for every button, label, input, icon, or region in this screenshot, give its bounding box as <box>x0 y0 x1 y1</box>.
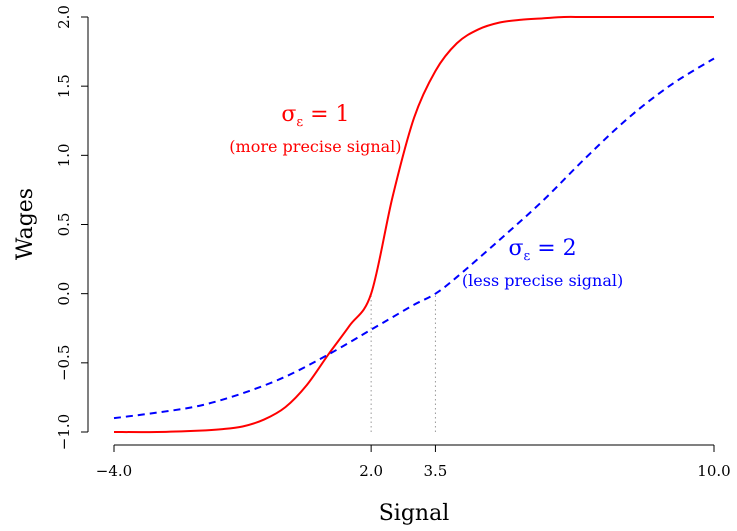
series-line-2 <box>113 57 715 420</box>
x-tick-label: −4.0 <box>96 462 132 480</box>
y-tick-label: 0.5 <box>55 213 73 237</box>
y-tick-label: −1.0 <box>55 414 73 450</box>
annotation-sublabel-1: (more precise signal) <box>229 137 401 156</box>
series-layer <box>113 15 715 434</box>
annotation-sublabel-2: (less precise signal) <box>462 271 623 290</box>
annotations: σε = 1 (more precise signal) σε = 2 (less p… <box>229 102 623 290</box>
series-line-1 <box>113 15 714 434</box>
y-tick-label: 1.5 <box>55 74 73 98</box>
annotation-label-1: σε = 1 <box>281 102 349 130</box>
x-tick-label: 10.0 <box>697 462 730 480</box>
y-tick-label: −0.5 <box>55 345 73 381</box>
x-tick-label: 2.0 <box>359 462 383 480</box>
y-axis-title: Wages <box>13 188 38 260</box>
x-tick-label: 3.5 <box>423 462 447 480</box>
y-tick-label: 2.0 <box>55 5 73 29</box>
x-axis-title: Signal <box>379 501 450 526</box>
y-tick-label: 1.0 <box>55 143 73 167</box>
ticks-layer: −4.0 2.0 3.5 10.0 −1.0 −0.5 0.0 0.5 1.0 1.5 2.0 <box>55 5 731 480</box>
annotation-label-2: σε = 2 <box>508 236 576 264</box>
reference-lines <box>370 293 436 432</box>
y-tick-label: 0.0 <box>55 282 73 306</box>
